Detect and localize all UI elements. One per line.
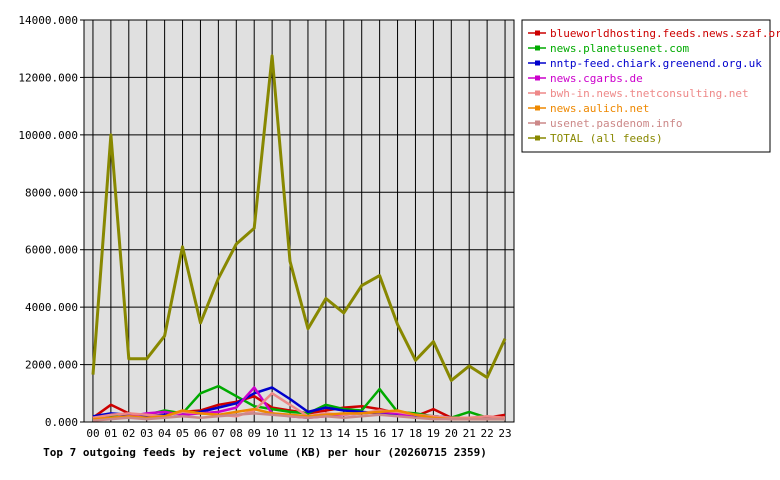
x-tick-label: 09: [248, 427, 261, 440]
x-tick-labels: 00 01 02 03 04 05 06 07 08 09 10 11 12 13 14 15 16 17 18 19…: [86, 427, 511, 440]
legend-box: [521, 19, 771, 153]
x-tick-label: 15: [355, 427, 368, 440]
legend-label: TOTAL (all feeds): [550, 132, 663, 145]
y-tick-label: 2000.000: [25, 359, 78, 372]
x-tick-label: 18: [409, 427, 422, 440]
x-tick-label: 07: [212, 427, 225, 440]
x-tick-label: 22: [481, 427, 494, 440]
legend-swatch-marker: [535, 105, 540, 111]
x-tick-label: 04: [158, 427, 172, 440]
x-tick-label: 12: [301, 427, 314, 440]
legend-swatch-marker: [535, 30, 540, 36]
legend-label: news.planetusenet.com: [550, 42, 689, 55]
x-tick-label: 17: [391, 427, 404, 440]
legend-item: news.planetusenet.com: [528, 42, 689, 55]
grid: [80, 19, 514, 423]
x-tick-label: 13: [319, 427, 332, 440]
x-tick-label: 19: [427, 427, 440, 440]
legend-swatch-marker: [535, 45, 540, 51]
y-tick-label: 6000.000: [25, 244, 78, 257]
x-tick-label: 02: [122, 427, 135, 440]
legend-item: bwh-in.news.tnetconsulting.net: [528, 87, 749, 100]
y-tick-label: 10000.000: [18, 129, 78, 142]
legend-label: usenet.pasdenom.info: [550, 117, 682, 130]
legend-label: news.cgarbs.de: [550, 72, 643, 85]
legend-label: bwh-in.news.tnetconsulting.net: [550, 87, 749, 100]
y-tick-label: 12000.000: [18, 71, 78, 84]
chart-title: Top 7 outgoing feeds by reject volume (K…: [43, 446, 487, 459]
y-tick-label: 0.000: [45, 416, 78, 429]
y-tick-label: 14000.000: [18, 14, 78, 27]
legend: blueworldhosting.feeds.news.szaf.org news…: [521, 19, 780, 153]
series-line-7: [91, 54, 507, 382]
x-tick-label: 11: [283, 427, 296, 440]
x-tick-label: 10: [266, 427, 279, 440]
legend-swatch-marker: [535, 60, 540, 66]
x-tick-label: 23: [498, 427, 511, 440]
legend-swatch-marker: [535, 90, 540, 96]
legend-item: blueworldhosting.feeds.news.szaf.org: [528, 27, 780, 40]
x-tick-label: 16: [373, 427, 386, 440]
legend-item: news.cgarbs.de: [528, 72, 643, 85]
x-tick-label: 14: [337, 427, 351, 440]
x-tick-label: 03: [140, 427, 153, 440]
x-tick-label: 00: [86, 427, 99, 440]
legend-item: news.aulich.net: [528, 102, 649, 115]
series-lines: [91, 54, 507, 422]
legend-item: nntp-feed.chiark.greenend.org.uk: [528, 57, 762, 70]
x-tick-label: 05: [176, 427, 189, 440]
y-tick-labels: 0.000 2000.000 4000.000 6000.000 8000.000 100…: [18, 14, 78, 429]
plot-area: [84, 20, 514, 422]
plot-border: [83, 19, 515, 423]
x-tick-label: 06: [194, 427, 207, 440]
legend-swatch-marker: [535, 135, 540, 141]
legend-label: blueworldhosting.feeds.news.szaf.org: [550, 27, 780, 40]
legend-label: news.aulich.net: [550, 102, 649, 115]
legend-swatch-marker: [535, 75, 540, 81]
y-tick-label: 4000.000: [25, 301, 78, 314]
y-tick-label: 8000.000: [25, 186, 78, 199]
x-tick-label: 21: [463, 427, 476, 440]
legend-item: TOTAL (all feeds): [528, 132, 663, 145]
legend-label: nntp-feed.chiark.greenend.org.uk: [550, 57, 762, 70]
x-tick-label: 01: [104, 427, 117, 440]
series-line-6: [92, 412, 505, 422]
x-tick-label: 08: [230, 427, 243, 440]
legend-swatch-marker: [535, 120, 540, 126]
legend-item: usenet.pasdenom.info: [528, 117, 682, 130]
x-tick-label: 20: [445, 427, 458, 440]
